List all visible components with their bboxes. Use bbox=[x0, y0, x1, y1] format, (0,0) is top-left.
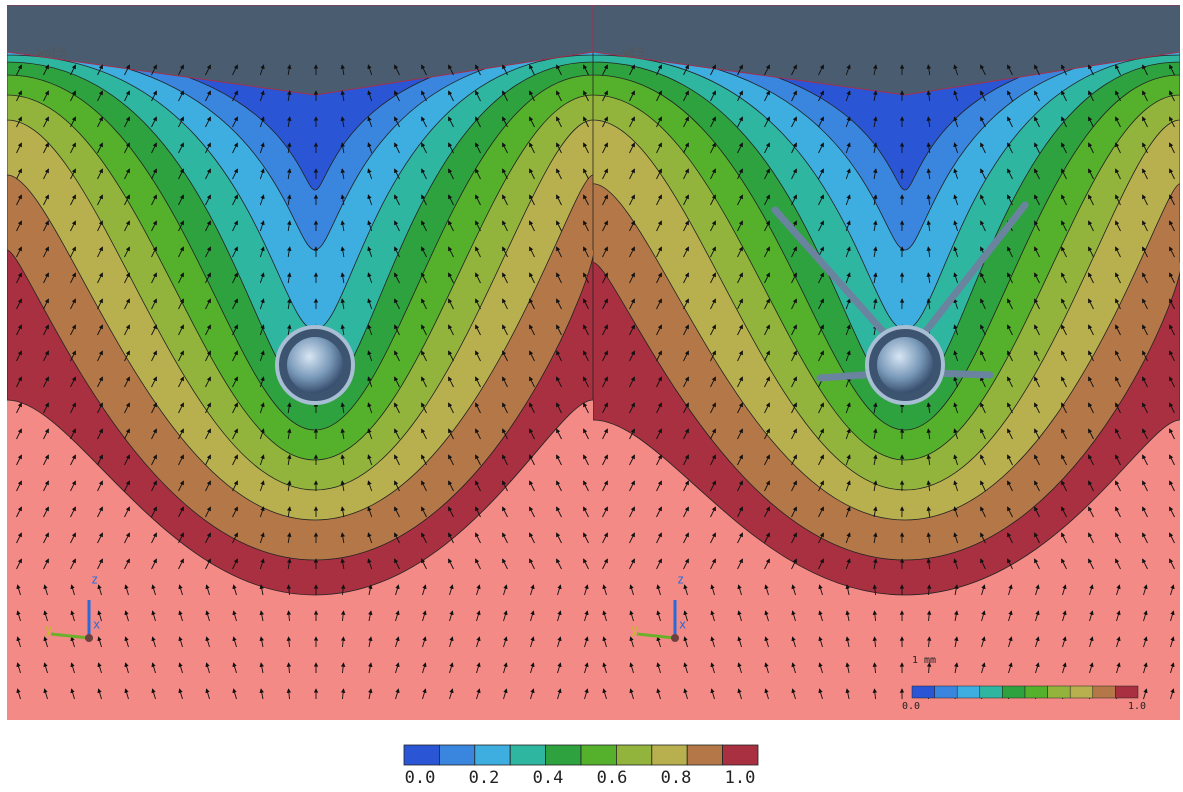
colorbar-label: 1.0 bbox=[725, 768, 756, 788]
colorbar-segment bbox=[935, 686, 958, 698]
colorbar-segment bbox=[1025, 686, 1048, 698]
colorbar-label: 0.0 bbox=[902, 701, 920, 712]
triad-label: y bbox=[45, 623, 52, 637]
colorbar-segment bbox=[1115, 686, 1138, 698]
colorbar-segment bbox=[1070, 686, 1093, 698]
colorbar-segment bbox=[1093, 686, 1116, 698]
colorbar-label: 0.0 bbox=[405, 768, 436, 788]
colorbar-label: 0.4 bbox=[533, 768, 564, 788]
panels: woES z y x wES z y x 1 mm 0.0 1.0 bbox=[7, 0, 1181, 720]
scale-bar: 1 mm bbox=[912, 655, 936, 666]
colorbar-segment bbox=[723, 745, 758, 765]
colorbar: 0.0 0.2 0.4 0.6 0.8 1.0 bbox=[404, 745, 758, 788]
colorbar-segment bbox=[439, 745, 474, 765]
colorbar-segment bbox=[475, 745, 510, 765]
figure: woES z y x wES z y x 1 mm 0.0 1.0 0.0 0.2 0.4 0.6 0.8 1… bbox=[0, 0, 1183, 792]
colorbar-segment bbox=[912, 686, 935, 698]
colorbar-segment bbox=[980, 686, 1003, 698]
colorbar-segment bbox=[546, 745, 581, 765]
panel: woES z y x bbox=[7, 0, 594, 720]
colorbar-segment bbox=[616, 745, 651, 765]
triad-label: x bbox=[679, 618, 686, 632]
colorbar-label: 0.2 bbox=[469, 768, 500, 788]
colorbar-segment bbox=[510, 745, 545, 765]
colorbar-segment bbox=[1002, 686, 1025, 698]
triad-origin bbox=[85, 634, 93, 642]
colorbar-label: 0.6 bbox=[597, 768, 628, 788]
panel: wES z y x 1 mm 0.0 1.0 bbox=[593, 0, 1181, 720]
triad-label: y bbox=[631, 623, 638, 637]
triad-label: x bbox=[93, 618, 100, 632]
colorbar-segment bbox=[581, 745, 616, 765]
triad-label: z bbox=[677, 573, 684, 587]
electrode-sphere bbox=[877, 337, 933, 393]
electrode-sphere bbox=[287, 337, 343, 393]
colorbar-segment bbox=[957, 686, 980, 698]
colorbar-segment bbox=[1048, 686, 1071, 698]
panel-label: woES bbox=[37, 46, 66, 60]
colorbar-segment bbox=[687, 745, 722, 765]
colorbar-segment bbox=[652, 745, 687, 765]
triad-origin bbox=[671, 634, 679, 642]
panel-label: wES bbox=[623, 46, 645, 60]
colorbar-label: 1.0 bbox=[1128, 701, 1146, 712]
colorbar-segment bbox=[404, 745, 439, 765]
triad-label: z bbox=[91, 573, 98, 587]
colorbar-label: 0.8 bbox=[661, 768, 692, 788]
